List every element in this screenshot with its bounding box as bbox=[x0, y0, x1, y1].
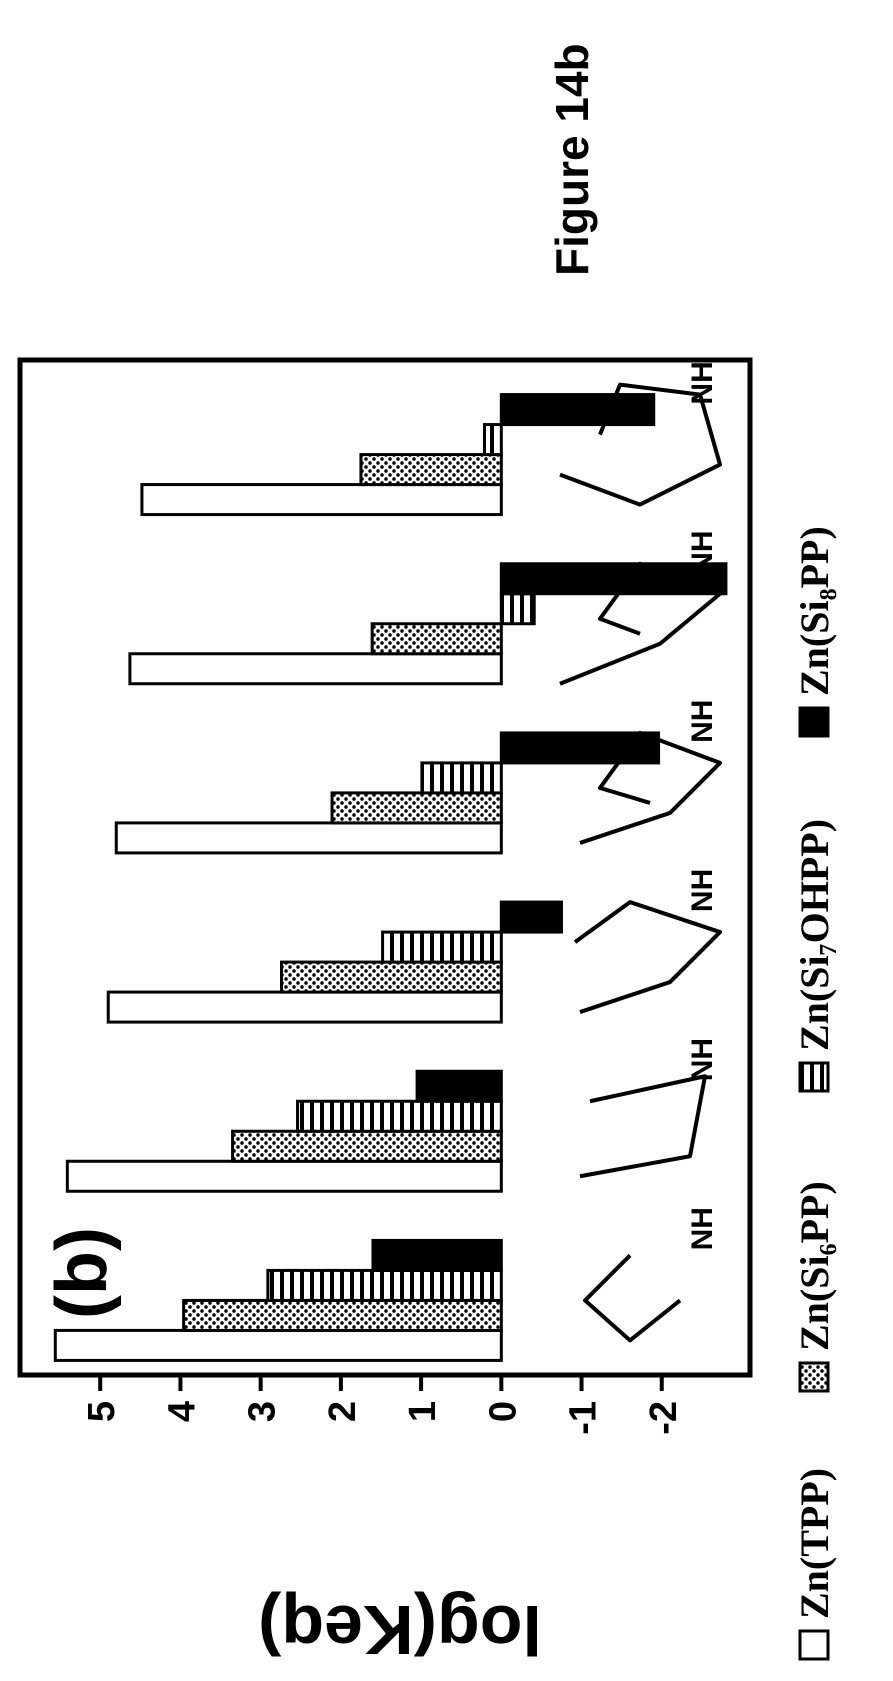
bar bbox=[359, 453, 503, 487]
y-tick-label: 0 bbox=[482, 1401, 524, 1422]
bar bbox=[182, 1298, 503, 1332]
amine-structure bbox=[579, 730, 722, 845]
bar bbox=[415, 1069, 503, 1103]
nh-label: NH bbox=[686, 700, 719, 743]
legend-swatch bbox=[798, 1629, 830, 1661]
bar bbox=[370, 622, 503, 656]
bar bbox=[420, 761, 503, 795]
legend-label: Zn(TPP) bbox=[792, 1468, 837, 1619]
bar bbox=[280, 960, 503, 994]
y-tick-label: 3 bbox=[242, 1401, 284, 1422]
y-tick-label: 2 bbox=[322, 1401, 364, 1422]
figure-title: Figure 14b bbox=[546, 43, 598, 276]
legend-label: Zn(Si₆PP) bbox=[792, 1181, 837, 1351]
bar bbox=[231, 1129, 503, 1163]
panel-label: (b) bbox=[42, 1227, 122, 1319]
bar bbox=[296, 1099, 503, 1133]
bar bbox=[499, 731, 661, 765]
y-axis-label: log(Keq) bbox=[258, 1591, 542, 1669]
y-tick-label: -2 bbox=[643, 1401, 685, 1435]
amine-structure bbox=[573, 900, 722, 1014]
bar bbox=[499, 562, 728, 596]
bar bbox=[65, 1159, 503, 1193]
plot-frame bbox=[17, 357, 753, 1378]
bar bbox=[499, 900, 563, 934]
bar bbox=[106, 990, 503, 1024]
bar bbox=[330, 791, 503, 825]
y-tick-label: -1 bbox=[563, 1401, 605, 1435]
nh-label: NH bbox=[686, 530, 719, 573]
bar bbox=[266, 1268, 503, 1302]
legend-swatch bbox=[798, 706, 830, 738]
bar bbox=[53, 1328, 503, 1362]
legend-label: Zn(Si₇OHPP) bbox=[792, 819, 837, 1051]
legend-swatch bbox=[798, 1061, 830, 1093]
bar bbox=[114, 821, 503, 855]
bar bbox=[482, 423, 503, 457]
bar bbox=[128, 652, 503, 686]
rotated-figure: Figure 14b (b) log(Keq) 5 4 3 2 1 0 -1 -2 NH NH NH… bbox=[17, 43, 837, 1669]
bar bbox=[381, 930, 503, 964]
y-tick-label: 4 bbox=[161, 1401, 203, 1422]
bar bbox=[499, 393, 656, 427]
legend-swatch bbox=[798, 1361, 830, 1393]
amine-structure bbox=[583, 1254, 682, 1343]
bar bbox=[140, 483, 503, 517]
amine-structure bbox=[579, 1074, 707, 1179]
amine-structure bbox=[559, 561, 722, 686]
nh-label: NH bbox=[686, 869, 719, 912]
amine-structure bbox=[559, 382, 722, 507]
y-tick-label: 1 bbox=[402, 1401, 444, 1422]
y-tick-label: 5 bbox=[81, 1401, 123, 1422]
nh-label: NH bbox=[686, 1207, 719, 1250]
legend-label: Zn(Si₈PP) bbox=[792, 526, 837, 696]
nh-label: NH bbox=[686, 361, 719, 404]
bar bbox=[371, 1238, 503, 1272]
bar bbox=[499, 592, 536, 626]
nh-label: NH bbox=[686, 1038, 719, 1081]
